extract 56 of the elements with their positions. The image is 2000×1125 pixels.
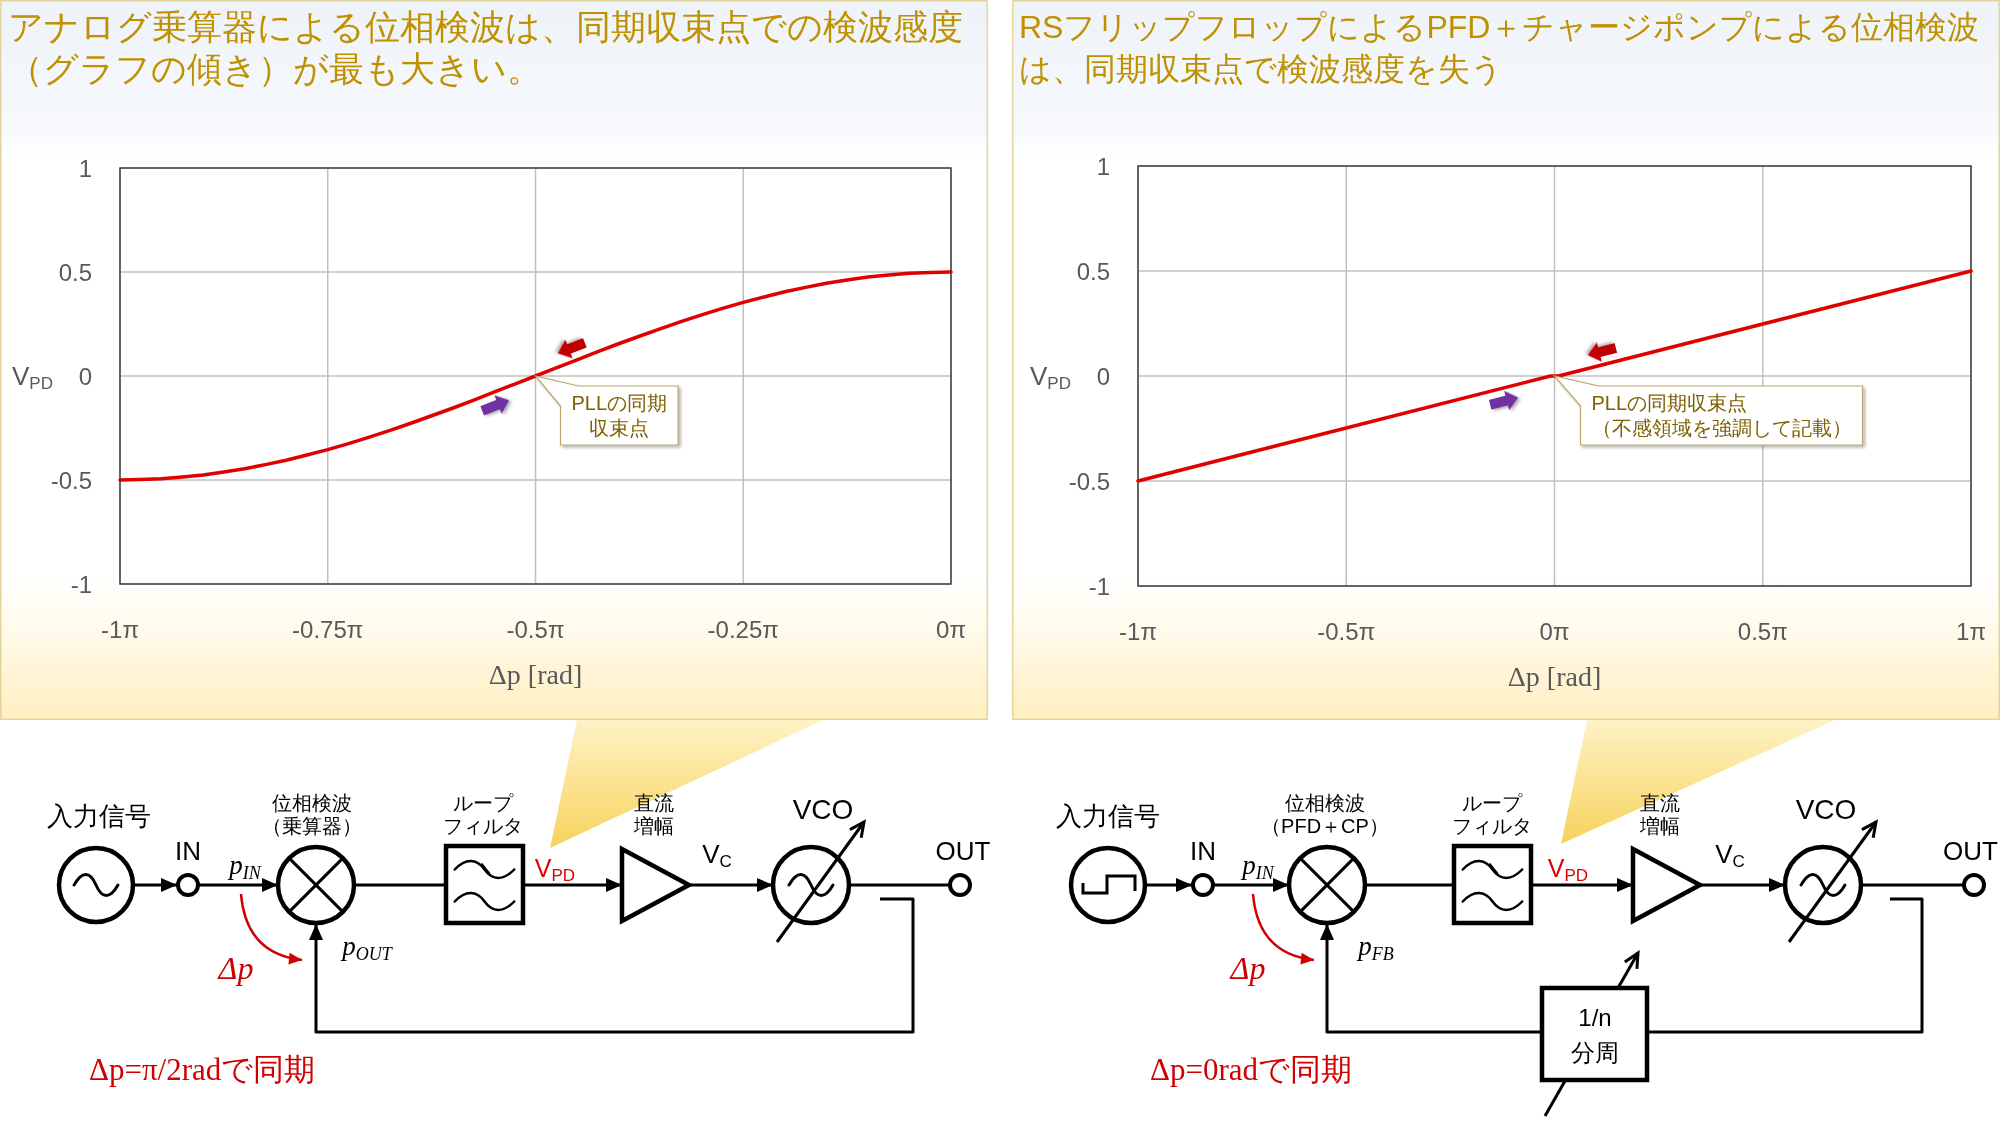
y-tick-label: -0.5 — [50, 466, 92, 494]
line-series — [118, 270, 953, 482]
text: IN — [1190, 836, 1216, 866]
text: 直流増幅 — [633, 791, 674, 837]
x-tick-label: -0.5π — [506, 615, 565, 643]
text: VCO — [1795, 793, 1857, 825]
chart-title: RSフリップフロップによるPFD＋チャージポンプによる位相検波は、同期収束点で検波感度を失う — [1019, 8, 1981, 89]
y-tick-label: -1 — [1088, 572, 1110, 600]
x-tick-label: -1π — [1119, 617, 1157, 645]
text: OUT — [1943, 836, 1999, 866]
x-tick-label: 0π — [1539, 617, 1570, 645]
text: V$_{C}$ — [1715, 839, 1745, 871]
x-tick-label: -0.25π — [707, 615, 779, 643]
text: p$_{IN}$ — [1240, 850, 1275, 883]
text: p$_{OUT}$ — [340, 931, 394, 964]
x-tick-label: -1π — [101, 615, 139, 643]
text: V$_{PD}$ — [534, 854, 576, 885]
text: Δp — [1228, 950, 1266, 986]
y-tick-label: 1 — [78, 154, 92, 182]
text: V$_{C}$ — [702, 839, 732, 871]
y-tick-label: 0 — [1096, 362, 1110, 390]
annotation: PLLの同期収束点 — [571, 392, 668, 439]
text: p$_{IN}$ — [227, 850, 262, 883]
x-axis-title: Δp [rad] — [488, 658, 583, 690]
y-tick-label: 0.5 — [1076, 257, 1110, 285]
text: p$_{FB}$ — [1356, 931, 1394, 964]
text: OUT — [935, 836, 991, 866]
x-tick-label: -0.75π — [292, 615, 364, 643]
text: Δp — [216, 950, 254, 986]
y-tick-label: -0.5 — [1068, 467, 1110, 495]
y-tick-label: -1 — [70, 570, 92, 598]
annotation: PLLの同期収束点（不感領域を強調して記載） — [1591, 392, 1852, 439]
y-tick-label: 0 — [78, 362, 92, 390]
text: IN — [175, 836, 201, 866]
text: ループフィルタ — [443, 791, 523, 837]
text: Δp=0radで同期 — [1150, 1051, 1353, 1087]
x-tick-label: 1π — [1956, 617, 1986, 645]
text: 入力信号 — [1056, 801, 1160, 831]
chart-title: アナログ乗算器による位相検波は、同期収束点での検波感度（グラフの傾き）が最も大きい。 — [8, 6, 964, 90]
text: 入力信号 — [47, 801, 151, 831]
x-tick-label: -0.5π — [1317, 617, 1376, 645]
y-tick-label: 0.5 — [58, 258, 92, 286]
x-tick-label: 0.5π — [1737, 617, 1788, 645]
y-axis-title: V$_{PD}$ — [1030, 361, 1071, 393]
text: Δp=π/2radで同期 — [89, 1051, 316, 1087]
text: V$_{PD}$ — [1547, 854, 1589, 885]
text: 直流増幅 — [1639, 791, 1680, 837]
y-tick-label: 1 — [1096, 152, 1110, 180]
text: ループフィルタ — [1452, 791, 1532, 837]
y-axis-title: V$_{PD}$ — [12, 361, 53, 393]
x-tick-label: 0π — [936, 615, 966, 643]
text: 1/n分周 — [1571, 1003, 1619, 1065]
text: 位相検波（PFD＋CP） — [1261, 791, 1389, 837]
text: VCO — [792, 793, 854, 825]
x-axis-title: Δp [rad] — [1507, 660, 1602, 692]
text: 位相検波（乗算器） — [262, 791, 362, 837]
